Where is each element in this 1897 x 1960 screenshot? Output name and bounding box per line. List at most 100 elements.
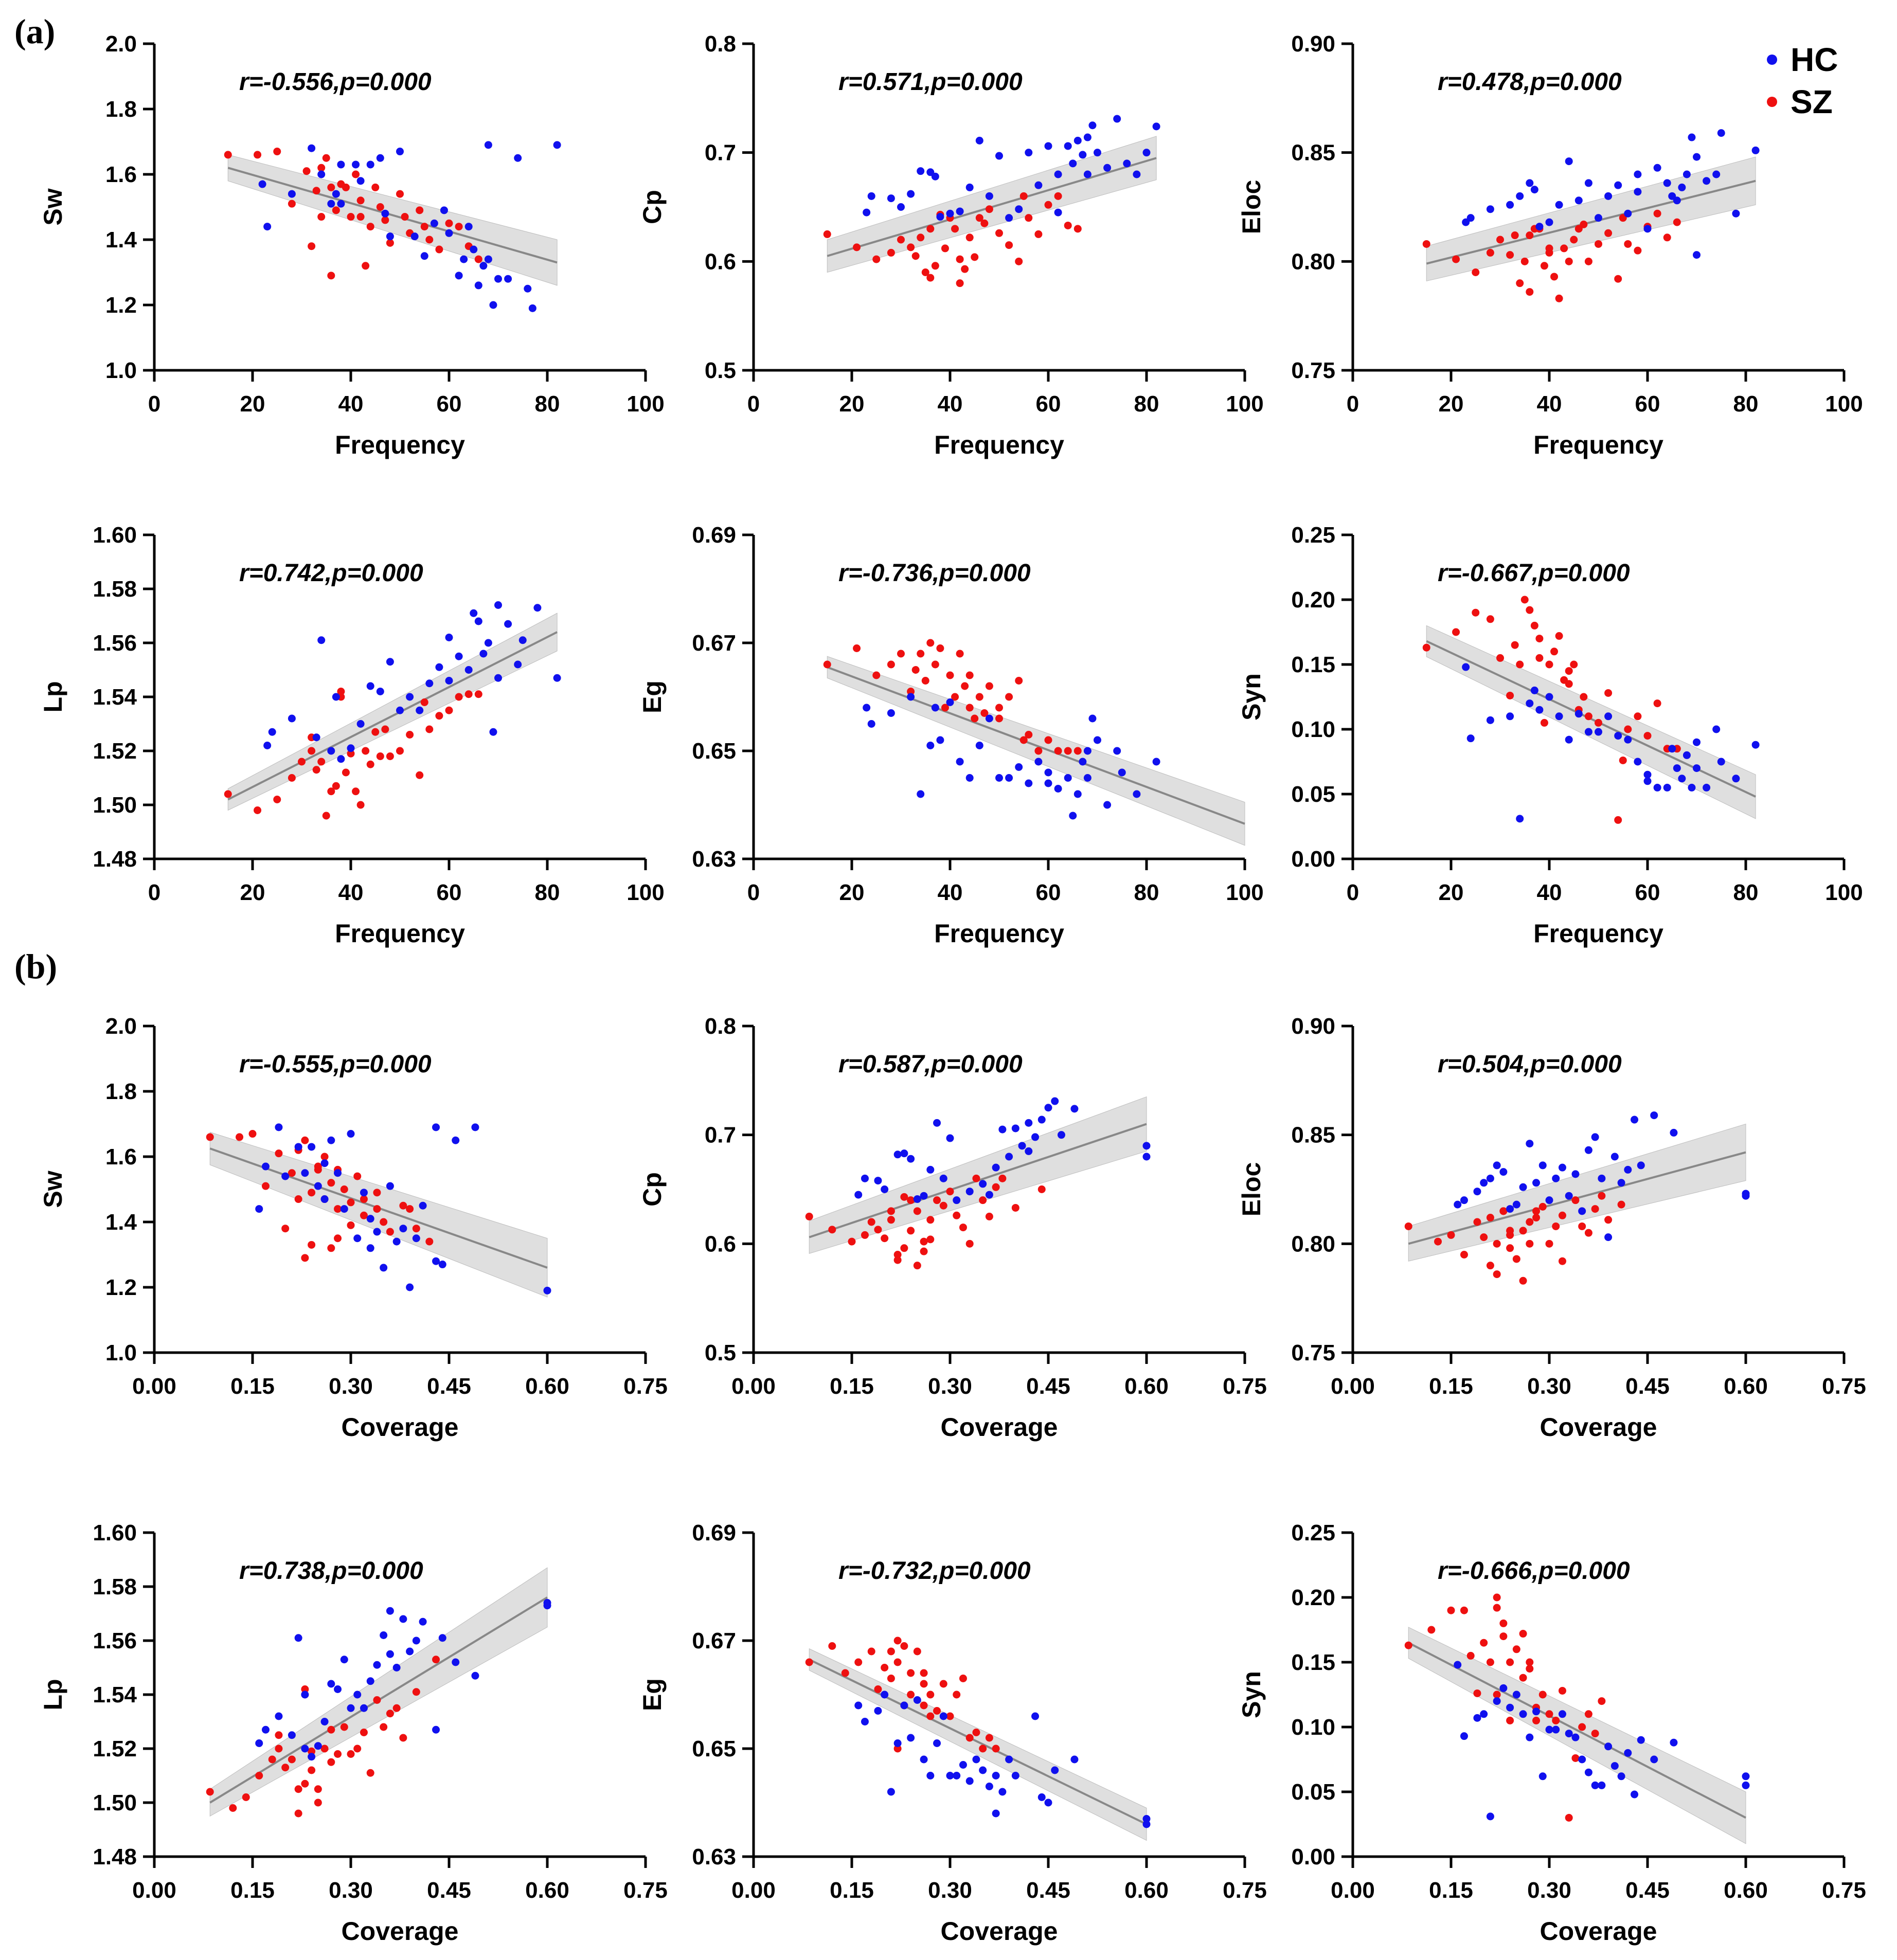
sz-point [1595,240,1602,248]
y-tick-label: 1.54 [93,1682,137,1707]
hc-point [474,281,482,290]
sz-point [248,1130,257,1138]
hc-point [412,1234,420,1243]
hc-point [1037,1116,1046,1124]
hc-point [946,1772,954,1779]
sz-point [1493,1691,1501,1699]
x-tick-label: 0.60 [1124,1374,1169,1399]
confidence-band [227,154,558,286]
sz-point [887,1207,895,1215]
x-tick-label: 0.45 [427,1374,471,1399]
hc-point [1552,1725,1560,1734]
sz-point [275,1149,283,1158]
correlation-annotation: r=-0.732,p=0.000 [838,1557,1031,1585]
sz-point [373,1696,381,1704]
hc-point [1634,188,1642,196]
sz-point [1571,1196,1580,1204]
hc-point [301,1745,309,1753]
hc-point [1742,1772,1750,1781]
legend-item-sz: SZ [1767,81,1838,123]
hc-point [294,1634,302,1642]
hc-point [1088,121,1097,130]
chart-1: 0 20 40 60 80 100 1.0 1.2 1.4 1.6 1.8 2.0 Frequency S… [39,31,665,459]
hc-point [452,1658,460,1666]
hc-point [347,1704,355,1712]
hc-point [913,1195,921,1203]
sz-point [322,154,330,162]
hc-point [432,1725,440,1734]
sz-point [1598,1697,1606,1705]
sz-point [980,709,989,717]
y-tick-label: 0.10 [1291,717,1335,742]
hc-point [317,636,326,644]
sz-point [985,1734,993,1742]
sz-point [236,1133,244,1141]
hc-point [1591,1133,1599,1141]
hc-point [1025,779,1033,787]
chart-10: 0.00 0.15 0.30 0.45 0.60 0.75 1.48 1.50 1.52 1.54… [39,1520,668,1946]
sz-point [396,190,404,198]
hc-point [998,1788,1007,1796]
y-axis-label: Syn [1237,1671,1266,1718]
sz-point [975,214,983,222]
sz-point [1535,654,1544,662]
sz-point [926,274,935,282]
regression-line [227,631,558,801]
y-axis-label: Sw [39,1171,67,1208]
x-tick-label: 0.00 [132,1374,176,1399]
sz-point [1558,1686,1566,1695]
correlation-annotation: r=-0.556,p=0.000 [239,68,432,96]
sz-point [917,233,925,242]
y-tick-label: 0.85 [1291,1123,1335,1148]
sz-point [1512,1255,1520,1263]
sz-point [1486,1658,1494,1666]
sz-point [1526,288,1534,296]
sz-point [979,1196,987,1204]
x-axis-label: Coverage [941,1413,1058,1442]
chart-2: 0 20 40 60 80 100 0.5 0.6 0.7 0.8 Frequency Cp r=0.5… [638,31,1264,459]
hc-point [288,714,296,723]
hc-point [366,1215,374,1223]
sz-point [946,1712,954,1720]
hc-point [1673,764,1681,772]
y-tick-label: 0.75 [1291,1340,1335,1365]
sz-point [907,243,915,251]
hc-point [1565,735,1573,744]
sz-point [386,1228,394,1236]
hc-point [979,1180,987,1188]
hc-point [268,728,276,736]
sz-point [1519,1276,1527,1285]
hc-point [874,1177,882,1185]
sz-point [432,1656,440,1664]
sz-point [872,671,881,679]
hc-point [985,192,993,200]
hc-point [917,167,925,175]
sz-point [281,1764,290,1772]
sz-point [1565,680,1573,688]
hc-point [881,1185,889,1193]
sz-point [254,806,262,814]
hc-point [435,663,443,671]
y-tick-label: 1.50 [93,1790,137,1815]
hc-point [1512,1691,1520,1699]
hc-point [255,1205,263,1213]
sz-point [1604,1216,1613,1224]
x-axis-label: Coverage [1540,1413,1657,1442]
hc-point [419,1617,427,1626]
hc-point [334,1169,342,1177]
sz-point [1538,1202,1547,1211]
hc-point [1624,735,1632,744]
hc-point [1454,1200,1462,1209]
sz-point [893,1658,902,1666]
x-tick-label: 0.00 [132,1878,176,1903]
sz-point [268,1755,276,1764]
sz-point [1005,241,1013,249]
sz-point [1604,689,1613,697]
hc-point [416,706,424,714]
sz-point [1520,257,1529,265]
x-tick-label: 0.30 [928,1374,972,1399]
hc-point [308,1143,316,1151]
hc-point [471,1671,479,1680]
hc-point [985,714,993,723]
